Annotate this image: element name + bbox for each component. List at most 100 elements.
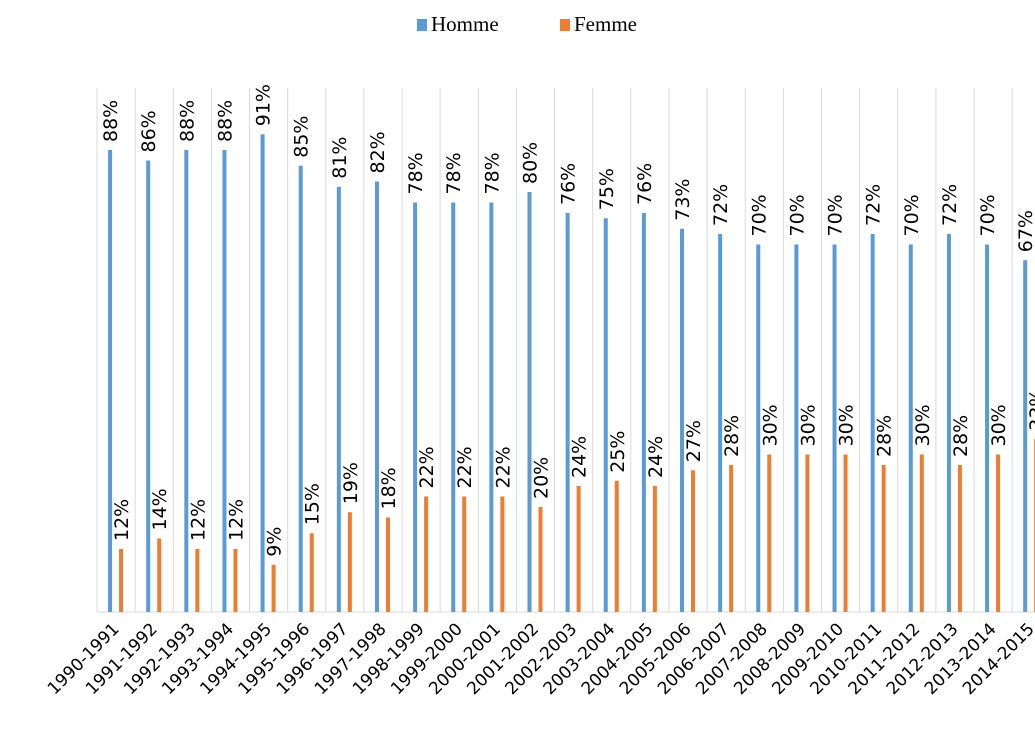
bar	[233, 549, 238, 612]
bar	[1023, 260, 1028, 612]
bar	[565, 213, 570, 612]
bar	[489, 202, 494, 612]
legend-swatch	[417, 19, 427, 31]
data-label: 30%	[836, 404, 858, 446]
data-label: 18%	[378, 467, 400, 509]
bar	[843, 454, 848, 612]
data-label: 24%	[569, 436, 591, 478]
data-label: 15%	[302, 483, 324, 525]
data-label: 28%	[874, 415, 896, 457]
bar	[146, 160, 151, 612]
bar	[614, 480, 619, 612]
bar	[641, 213, 646, 612]
data-label: 72%	[863, 184, 885, 226]
data-label: 88%	[176, 100, 198, 142]
legend-label: Femme	[574, 12, 637, 36]
data-label: 25%	[607, 431, 629, 473]
data-label: 22%	[492, 446, 514, 488]
data-label: 67%	[1015, 210, 1035, 252]
data-label: 88%	[214, 100, 236, 142]
bar	[347, 512, 352, 612]
bar	[538, 507, 543, 612]
data-label: 73%	[672, 179, 694, 221]
bar	[260, 134, 265, 612]
bar	[451, 202, 456, 612]
data-label: 88%	[100, 100, 122, 142]
bar	[729, 465, 734, 612]
data-label: 22%	[416, 446, 438, 488]
data-label: 12%	[187, 499, 209, 541]
bar	[374, 181, 379, 612]
bar	[794, 244, 799, 612]
bar	[119, 549, 124, 612]
bar	[919, 454, 924, 612]
bar	[985, 244, 990, 612]
bar	[184, 150, 189, 612]
data-label: 27%	[683, 420, 705, 462]
bar	[462, 496, 467, 612]
data-label: 24%	[645, 436, 667, 478]
data-label: 78%	[405, 152, 427, 194]
data-label: 80%	[519, 142, 541, 184]
data-label: 30%	[759, 404, 781, 446]
bar	[424, 496, 429, 612]
bar	[271, 564, 276, 612]
data-label: 14%	[149, 488, 171, 530]
data-label: 30%	[797, 404, 819, 446]
data-label: 9%	[264, 527, 286, 557]
bar	[718, 234, 723, 612]
bar	[222, 150, 227, 612]
data-label: 28%	[721, 415, 743, 457]
bar	[767, 454, 772, 612]
bar	[336, 186, 341, 612]
data-label: 22%	[454, 446, 476, 488]
bar	[946, 234, 951, 612]
data-label: 70%	[977, 194, 999, 236]
bar	[195, 549, 200, 612]
bar	[500, 496, 505, 612]
data-label: 85%	[291, 116, 313, 158]
bar	[298, 165, 303, 612]
legend-swatch	[560, 19, 570, 31]
bar	[385, 517, 390, 612]
data-label: 86%	[138, 110, 160, 152]
data-label: 70%	[825, 194, 847, 236]
data-label: 82%	[367, 131, 389, 173]
data-label: 19%	[340, 462, 362, 504]
bar	[157, 538, 162, 612]
data-label: 12%	[111, 499, 133, 541]
bar	[870, 234, 875, 612]
data-label: 28%	[950, 415, 972, 457]
bar	[603, 218, 608, 612]
bar	[413, 202, 418, 612]
bar	[996, 454, 1001, 612]
legend-label: Homme	[431, 12, 499, 36]
data-label: 76%	[634, 163, 656, 205]
data-label: 76%	[558, 163, 580, 205]
bar	[881, 465, 886, 612]
data-label: 30%	[988, 404, 1010, 446]
data-label: 12%	[225, 499, 247, 541]
data-label: 70%	[786, 194, 808, 236]
bar	[908, 244, 913, 612]
bar	[652, 486, 657, 612]
bar	[576, 486, 581, 612]
data-label: 70%	[901, 194, 923, 236]
data-label: 75%	[596, 168, 618, 210]
data-label: 81%	[329, 137, 351, 179]
data-label: 33%	[1026, 389, 1035, 431]
bar	[108, 150, 113, 612]
data-label: 70%	[748, 194, 770, 236]
bar	[527, 192, 532, 612]
data-label: 78%	[481, 152, 503, 194]
bar	[756, 244, 761, 612]
bar	[832, 244, 837, 612]
bar	[680, 228, 685, 612]
bar	[957, 465, 962, 612]
data-label: 72%	[710, 184, 732, 226]
data-label: 78%	[443, 152, 465, 194]
data-label: 72%	[939, 184, 961, 226]
bar	[309, 533, 314, 612]
data-label: 30%	[912, 404, 934, 446]
